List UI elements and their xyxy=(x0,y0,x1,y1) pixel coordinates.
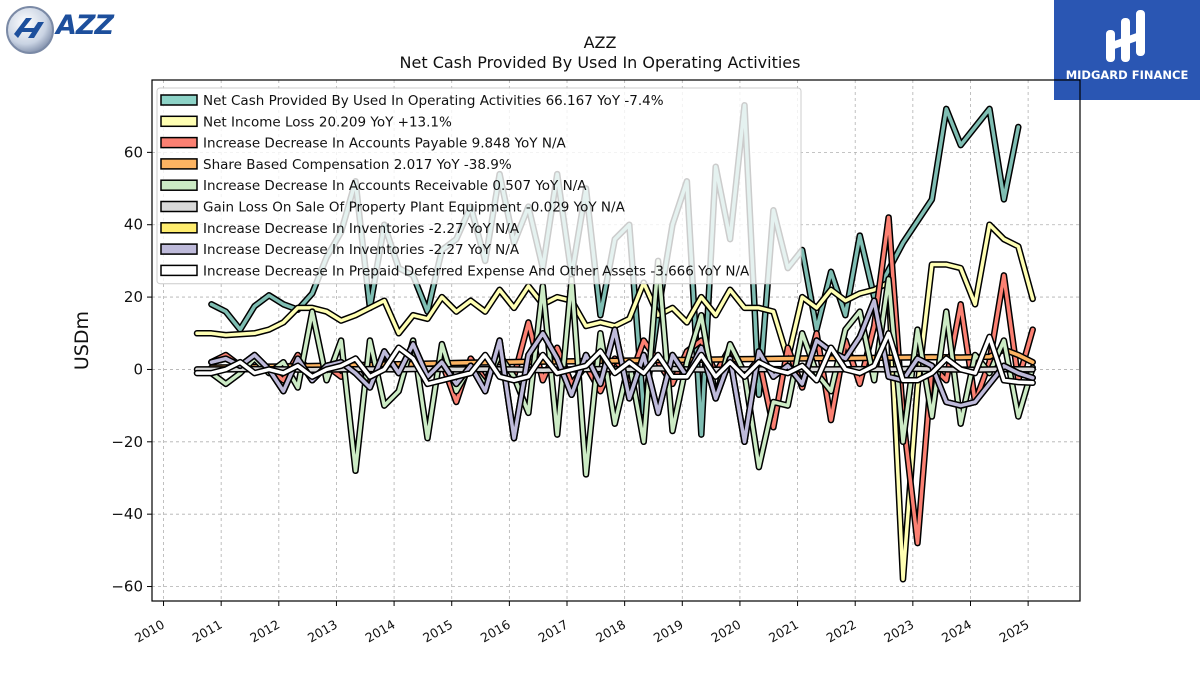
legend-entry: Net Income Loss 20.209 YoY +13.1% xyxy=(203,114,452,130)
x-tick-label: 2023 xyxy=(881,617,916,646)
legend-box xyxy=(156,87,802,285)
x-tick-label: 2017 xyxy=(535,617,570,646)
x-tick-label: 2020 xyxy=(708,617,743,646)
series-line xyxy=(193,221,1036,583)
legend-entry: Gain Loss On Sale Of Property Plant Equi… xyxy=(203,200,626,216)
x-tick-label: 2013 xyxy=(305,617,340,646)
legend-swatch xyxy=(160,243,198,255)
y-tick-label: 40 xyxy=(124,216,143,234)
chart-subtitle: Net Cash Provided By Used In Operating A… xyxy=(399,53,801,72)
midgard-emblem-icon xyxy=(1106,10,1145,62)
series-line xyxy=(193,330,1036,388)
x-tick-label: 2019 xyxy=(651,617,686,646)
x-tick-label: 2024 xyxy=(939,617,974,646)
midgard-finance-label: MIDGARD FINANCE xyxy=(1065,68,1189,82)
x-tick-label: 2010 xyxy=(132,617,167,646)
y-tick-label: −40 xyxy=(111,505,143,523)
midgard-finance-logo: MIDGARD FINANCE xyxy=(1054,0,1200,100)
legend-swatch xyxy=(160,158,198,170)
azz-badge-icon xyxy=(6,6,54,54)
legend-swatch xyxy=(160,136,198,149)
legend-swatch xyxy=(160,94,198,106)
x-tick-label: 2025 xyxy=(997,617,1032,646)
y-tick-label: 60 xyxy=(124,143,143,161)
legend: Net Cash Provided By Used In Operating A… xyxy=(156,87,802,285)
x-tick-label: 2015 xyxy=(420,617,455,646)
x-tick-label: 2018 xyxy=(593,617,628,646)
y-tick-label: −60 xyxy=(111,578,143,596)
y-tick-label: −20 xyxy=(111,433,143,451)
x-tick-label: 2011 xyxy=(190,617,225,646)
legend-swatch xyxy=(160,264,198,277)
legend-entry: Increase Decrease In Inventories -2.27 Y… xyxy=(203,221,520,237)
legend-swatch xyxy=(160,222,198,234)
plot-frame xyxy=(151,79,1081,602)
legend-entry: Share Based Compensation 2.017 YoY -38.9… xyxy=(203,157,512,173)
legend-swatch xyxy=(160,115,198,128)
x-tick-label: 2021 xyxy=(766,617,801,646)
series-path xyxy=(195,222,1035,582)
legend-entry: Increase Decrease In Accounts Receivable… xyxy=(203,178,587,194)
azz-logo xyxy=(4,4,134,56)
x-tick-label: 2016 xyxy=(478,617,513,646)
legend-entry: Increase Decrease In Prepaid Deferred Ex… xyxy=(203,263,750,279)
x-tick-label: 2022 xyxy=(824,617,859,646)
y-tick-label: 20 xyxy=(124,288,143,306)
y-axis-label: USDm xyxy=(71,311,93,370)
legend-swatch xyxy=(160,200,198,213)
y-tick-label: 0 xyxy=(133,360,143,378)
legend-entry: Net Cash Provided By Used In Operating A… xyxy=(203,93,664,109)
x-tick-label: 2014 xyxy=(363,617,398,646)
series-path xyxy=(195,331,1035,386)
chart-title: AZZ xyxy=(583,33,617,52)
legend-entry: Increase Decrease In Accounts Payable 9.… xyxy=(203,136,566,152)
legend-swatch xyxy=(160,179,198,191)
azz-logo-text: AZZ xyxy=(56,10,114,41)
x-tick-label: 2012 xyxy=(247,617,282,646)
legend-entry: Increase Decrease In Inventories -2.27 Y… xyxy=(203,242,520,258)
